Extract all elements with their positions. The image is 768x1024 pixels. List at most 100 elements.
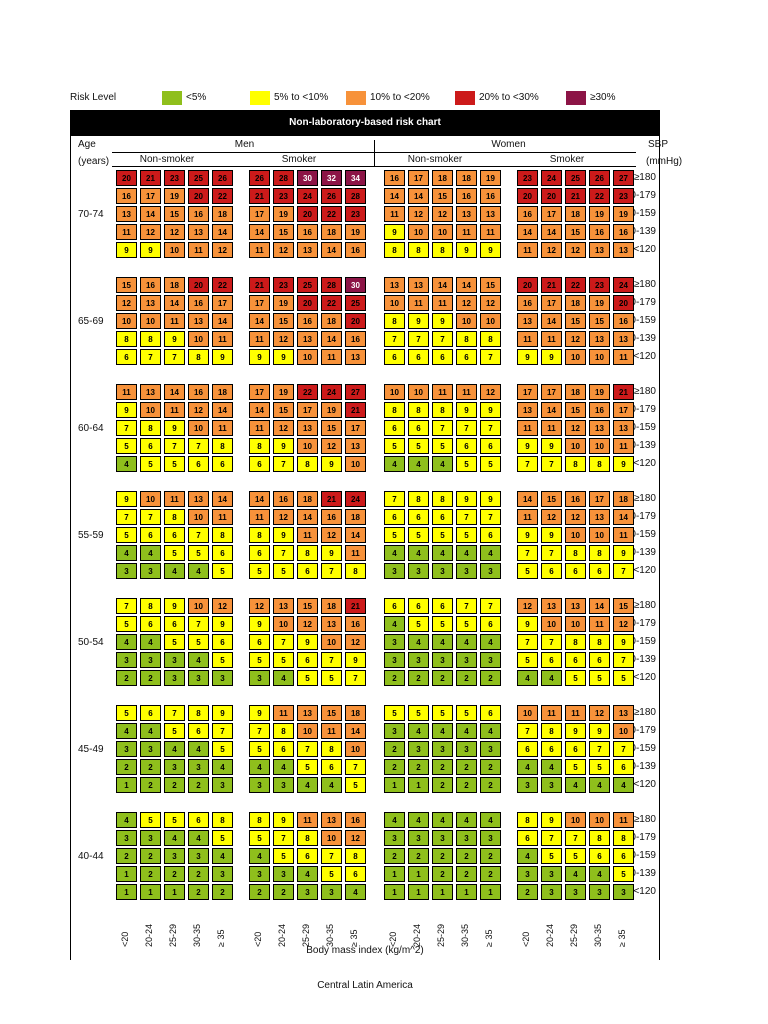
risk-cell: 6 xyxy=(541,741,562,757)
sbp-label: 120-139 xyxy=(619,226,656,237)
risk-cell: 9 xyxy=(164,598,185,614)
risk-cell: 2 xyxy=(480,777,501,793)
risk-cell: 4 xyxy=(456,545,477,561)
risk-cell: 5 xyxy=(188,634,209,650)
risk-cell: 12 xyxy=(273,420,294,436)
risk-cell: 10 xyxy=(480,313,501,329)
risk-cell: 14 xyxy=(212,224,233,240)
risk-cell: 7 xyxy=(321,848,342,864)
risk-cell: 8 xyxy=(212,527,233,543)
risk-cell: 11 xyxy=(249,420,270,436)
risk-cell: 3 xyxy=(432,830,453,846)
sbp-label: 120-139 xyxy=(619,654,656,665)
risk-cell: 16 xyxy=(188,206,209,222)
risk-cell: 13 xyxy=(297,242,318,258)
risk-cell: 7 xyxy=(164,438,185,454)
risk-cell: 11 xyxy=(212,331,233,347)
risk-cell: 7 xyxy=(212,723,233,739)
risk-cell: 12 xyxy=(565,509,586,525)
risk-cell: 6 xyxy=(273,741,294,757)
risk-cell: 8 xyxy=(140,331,161,347)
risk-cell: 6 xyxy=(140,438,161,454)
risk-cell: 4 xyxy=(565,866,586,882)
sbp-label: ≥180 xyxy=(633,386,656,397)
sbp-label: ≥180 xyxy=(633,707,656,718)
risk-cell: 7 xyxy=(456,420,477,436)
risk-cell: 8 xyxy=(140,598,161,614)
risk-cell: 3 xyxy=(188,848,209,864)
risk-cell: 10 xyxy=(164,242,185,258)
risk-cell: 9 xyxy=(212,705,233,721)
risk-cell: 6 xyxy=(432,598,453,614)
risk-cell: 25 xyxy=(297,277,318,293)
risk-cell: 12 xyxy=(480,295,501,311)
risk-cell: 18 xyxy=(456,170,477,186)
risk-cell: 7 xyxy=(345,759,366,775)
risk-cell: 7 xyxy=(480,509,501,525)
risk-cell: 7 xyxy=(164,349,185,365)
risk-cell: 11 xyxy=(212,420,233,436)
risk-cell: 28 xyxy=(321,277,342,293)
risk-cell: 13 xyxy=(188,224,209,240)
risk-cell: 8 xyxy=(384,402,405,418)
risk-cell: 3 xyxy=(432,652,453,668)
risk-cell: 11 xyxy=(541,705,562,721)
risk-cell: 9 xyxy=(517,527,538,543)
risk-cell: 15 xyxy=(589,313,610,329)
risk-cell: 3 xyxy=(408,830,429,846)
risk-cell: 9 xyxy=(613,634,634,650)
risk-cell: 5 xyxy=(408,616,429,632)
legend-title: Risk Level xyxy=(70,92,117,103)
risk-cell: 8 xyxy=(212,812,233,828)
risk-cell: 9 xyxy=(432,313,453,329)
risk-cell: 3 xyxy=(432,741,453,757)
risk-cell: 5 xyxy=(164,456,185,472)
risk-cell: 9 xyxy=(456,242,477,258)
risk-cell: 3 xyxy=(140,830,161,846)
risk-cell: 6 xyxy=(456,349,477,365)
risk-cell: 15 xyxy=(565,313,586,329)
risk-cell: 10 xyxy=(565,527,586,543)
risk-cell: 3 xyxy=(384,634,405,650)
risk-cell: 18 xyxy=(321,313,342,329)
risk-cell: 7 xyxy=(140,349,161,365)
risk-cell: 11 xyxy=(432,384,453,400)
risk-cell: 4 xyxy=(408,723,429,739)
risk-cell: 2 xyxy=(480,866,501,882)
risk-cell: 6 xyxy=(164,527,185,543)
risk-cell: 6 xyxy=(116,349,137,365)
risk-cell: 17 xyxy=(297,402,318,418)
risk-cell: 5 xyxy=(432,438,453,454)
risk-cell: 18 xyxy=(565,206,586,222)
risk-cell: 2 xyxy=(408,848,429,864)
risk-cell: 6 xyxy=(384,349,405,365)
risk-cell: 17 xyxy=(249,295,270,311)
risk-cell: 6 xyxy=(384,598,405,614)
risk-cell: 7 xyxy=(480,349,501,365)
risk-cell: 9 xyxy=(345,652,366,668)
risk-cell: 7 xyxy=(384,491,405,507)
risk-cell: 8 xyxy=(432,402,453,418)
risk-cell: 12 xyxy=(541,242,562,258)
risk-cell: 2 xyxy=(408,759,429,775)
risk-cell: 2 xyxy=(116,670,137,686)
risk-cell: 14 xyxy=(212,491,233,507)
risk-cell: 10 xyxy=(541,616,562,632)
risk-cell: 7 xyxy=(517,456,538,472)
risk-cell: 8 xyxy=(164,509,185,525)
risk-cell: 3 xyxy=(480,830,501,846)
risk-cell: 10 xyxy=(140,313,161,329)
risk-cell: 16 xyxy=(140,277,161,293)
risk-cell: 4 xyxy=(432,545,453,561)
risk-cell: 4 xyxy=(480,812,501,828)
risk-cell: 4 xyxy=(589,777,610,793)
risk-cell: 7 xyxy=(613,652,634,668)
risk-cell: 2 xyxy=(432,777,453,793)
risk-cell: 15 xyxy=(480,277,501,293)
risk-cell: 7 xyxy=(321,652,342,668)
risk-cell: 17 xyxy=(249,206,270,222)
risk-cell: 6 xyxy=(589,563,610,579)
risk-cell: 4 xyxy=(188,741,209,757)
risk-cell: 7 xyxy=(456,509,477,525)
risk-cell: 19 xyxy=(321,402,342,418)
